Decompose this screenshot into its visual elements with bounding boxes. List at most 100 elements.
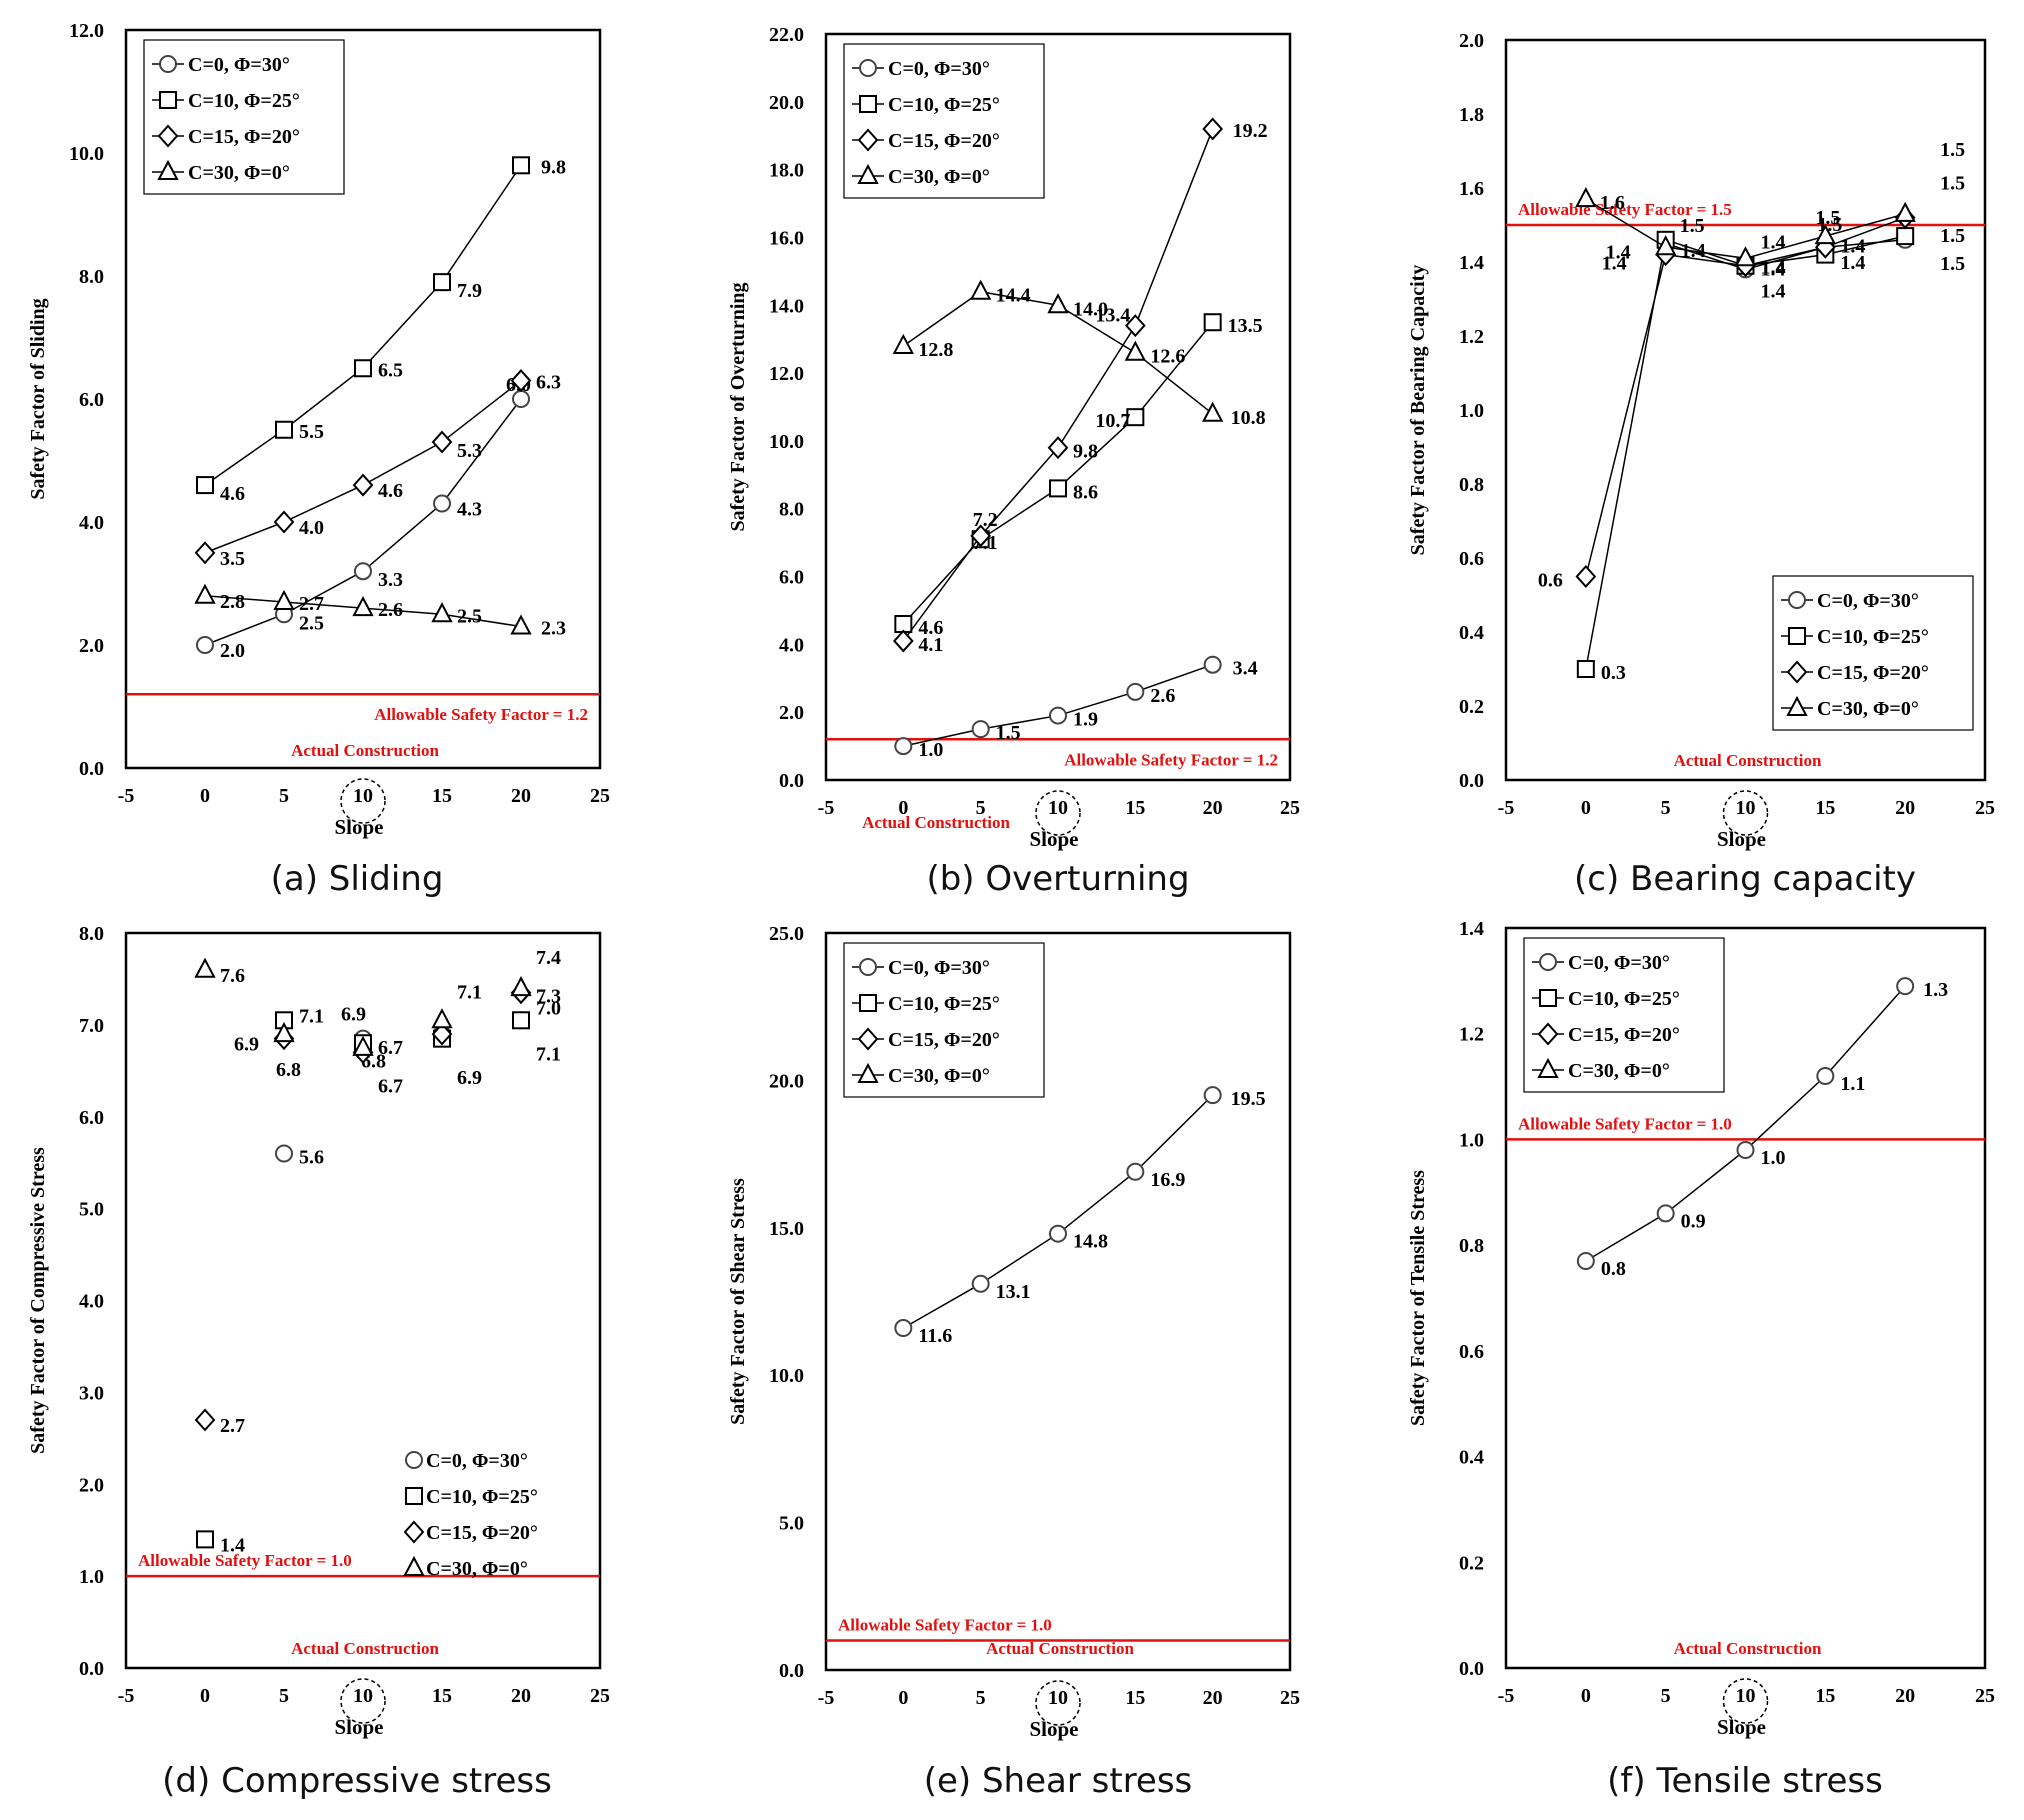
data-label: 13.5 (1228, 315, 1263, 337)
x-tick-label: 5 (279, 1685, 289, 1707)
x-tick-label: 10 (353, 785, 373, 807)
data-label: 1.9 (1073, 709, 1098, 731)
legend: C=0, Φ=30° C=10, Φ=25° C=15, Φ=20° C=30, Φ=… (143, 39, 345, 195)
y-tick-label: 0.8 (1459, 1235, 1484, 1257)
x-tick-label: 0 (1581, 797, 1591, 819)
legend-marker-circle (405, 1451, 423, 1469)
y-axis-title: Safety Factor of Tensile Stress (1407, 1170, 1429, 1426)
y-tick-label: 0.0 (1459, 770, 1484, 792)
data-label: 1.4 (1840, 252, 1865, 274)
y-tick-label: 7.0 (79, 1015, 104, 1037)
data-point-triangle (431, 1008, 453, 1029)
x-axis-title: Slope (334, 1715, 383, 1739)
x-tick-label: 10 (1736, 1685, 1756, 1707)
series-line (204, 164, 522, 486)
y-tick-label: 3.0 (79, 1382, 104, 1404)
y-tick-label: 0.2 (1459, 696, 1484, 718)
y-tick-label: 1.4 (1459, 918, 1484, 940)
data-label: 5.6 (299, 1147, 324, 1169)
allowable-safety-label: Allowable Safety Factor = 1.0 (1518, 1114, 1732, 1133)
data-label: 14.0 (1073, 298, 1108, 320)
legend-entry: C=15, Φ=20° (1532, 1022, 1680, 1046)
series-triangle: 12.8 14.4 14.0 12.6 10.8 (892, 279, 1266, 429)
series-triangle: 2.8 2.7 2.6 2.5 2.3 (194, 583, 566, 640)
data-label: 2.5 (299, 612, 324, 634)
actual-slope-highlight (1722, 1678, 1769, 1724)
series-square: 4.67.18.610.713.5 (894, 313, 1263, 639)
data-point-triangle (1124, 340, 1146, 361)
data-point-circle (1126, 1162, 1145, 1181)
plot-frame (124, 28, 602, 770)
data-label: 6.7 (378, 1075, 403, 1097)
legend-label: C=10, Φ=25° (888, 94, 1000, 116)
data-label: 3.5 (220, 548, 245, 570)
data-label: 1.4 (1761, 259, 1786, 281)
data-point-triangle (431, 602, 453, 623)
data-point-circle (196, 636, 214, 654)
y-tick-label: 1.2 (1459, 326, 1484, 348)
data-point-circle (275, 1144, 293, 1163)
data-label: 0.6 (1538, 570, 1563, 592)
chart-panel-a: 0.0 2.0 4.0 6.0 8.0 10.0 12.0 -5 0 5 10 15 20 25 Slope… (27, 20, 610, 899)
x-tick-label: -5 (118, 785, 135, 807)
x-tick-label: 5 (1661, 1685, 1671, 1707)
legend-label: C=10, Φ=25° (888, 993, 1000, 1015)
legend-box (143, 39, 345, 195)
x-tick-label: 0 (200, 785, 210, 807)
legend-marker-square (1539, 989, 1557, 1007)
series-triangle: 7.6 6.8 6.7 7.1 7.4 (194, 947, 561, 1081)
data-label: 1.4 (1840, 236, 1865, 258)
data-label: 2.6 (1150, 685, 1175, 707)
data-point-square (1203, 313, 1222, 332)
legend-label: C=0, Φ=30° (1817, 590, 1919, 612)
data-point-triangle (1655, 235, 1677, 256)
data-point-triangle (194, 583, 216, 604)
x-tick-label: -5 (818, 1687, 835, 1709)
y-tick-label: 5.0 (779, 1513, 804, 1535)
legend-marker-circle (859, 958, 877, 976)
y-tick-label: 6.0 (779, 567, 804, 589)
data-point-diamond (352, 473, 374, 497)
data-label: 1.1 (1840, 1073, 1865, 1095)
data-label: 8.6 (1073, 481, 1098, 503)
y-tick-label: 20.0 (769, 92, 804, 114)
legend-entry: C=0, Φ=30° (152, 54, 290, 76)
y-tick-label: 6.0 (79, 389, 104, 411)
y-tick-label: 25.0 (769, 923, 804, 945)
data-label: 2.0 (220, 640, 245, 662)
data-point-triangle (273, 589, 295, 610)
data-point-triangle (1734, 246, 1757, 267)
data-point-triangle (273, 1021, 295, 1043)
y-axis-title: Safety Factor of Sliding (27, 298, 49, 499)
series-square: 4.6 5.5 6.5 7.9 9.8 (196, 156, 566, 505)
legend: C=0, Φ=30° C=10, Φ=25° C=15, Φ=20° C=30, Φ=… (1772, 575, 1974, 731)
data-label: 10.7 (1095, 410, 1130, 432)
x-tick-label: 0 (1581, 1685, 1591, 1707)
data-point-triangle (510, 975, 532, 997)
chart-panel-d: 0.0 1.0 2.0 3.0 4.0 5.0 6.0 7.0 8.0 -5 0 5 10 15 20 25 S… (27, 923, 610, 1801)
y-tick-label: 1.0 (1459, 400, 1484, 422)
legend-entry: C=30, Φ=0° (1781, 695, 1919, 720)
data-label: 14.4 (996, 285, 1031, 307)
y-tick-label: 1.8 (1459, 104, 1484, 126)
legend-box (1523, 937, 1725, 1093)
x-tick-label: 20 (511, 785, 531, 807)
data-label: 1.4 (1681, 240, 1706, 262)
data-label: 4.0 (299, 517, 324, 539)
data-point-diamond (1124, 314, 1146, 338)
data-label: 6.7 (378, 1037, 403, 1059)
data-label: 2.7 (299, 593, 324, 615)
x-tick-label: -5 (1498, 1685, 1515, 1707)
data-point-diamond (431, 430, 453, 454)
actual-slope-highlight (340, 1678, 386, 1724)
legend-marker-circle (1788, 591, 1806, 609)
legend: C=0, Φ=30° C=10, Φ=25° C=15, Φ=20° C=30, Φ=… (403, 1450, 538, 1580)
plot-frame (824, 32, 1292, 782)
data-label: 7.1 (536, 1043, 561, 1065)
y-tick-label: 1.6 (1459, 178, 1484, 200)
actual-slope-highlight (1035, 790, 1081, 836)
actual-construction-label: Actual Construction (291, 1639, 439, 1658)
legend-entry: C=0, Φ=30° (1532, 952, 1670, 974)
legend-label: C=30, Φ=0° (1817, 698, 1919, 720)
y-tick-label: 16.0 (769, 227, 804, 249)
